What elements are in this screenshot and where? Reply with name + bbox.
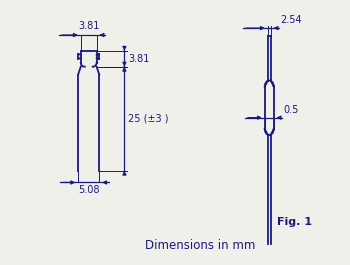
- Text: 2.54: 2.54: [281, 15, 302, 25]
- Text: 0.5: 0.5: [284, 105, 299, 115]
- Text: 3.81: 3.81: [78, 21, 99, 31]
- Text: 25 (±3 ): 25 (±3 ): [128, 114, 169, 124]
- Text: Fig. 1: Fig. 1: [277, 217, 312, 227]
- Text: 3.81: 3.81: [128, 54, 150, 64]
- Text: 5.08: 5.08: [78, 186, 99, 196]
- Text: Dimensions in mm: Dimensions in mm: [145, 239, 255, 252]
